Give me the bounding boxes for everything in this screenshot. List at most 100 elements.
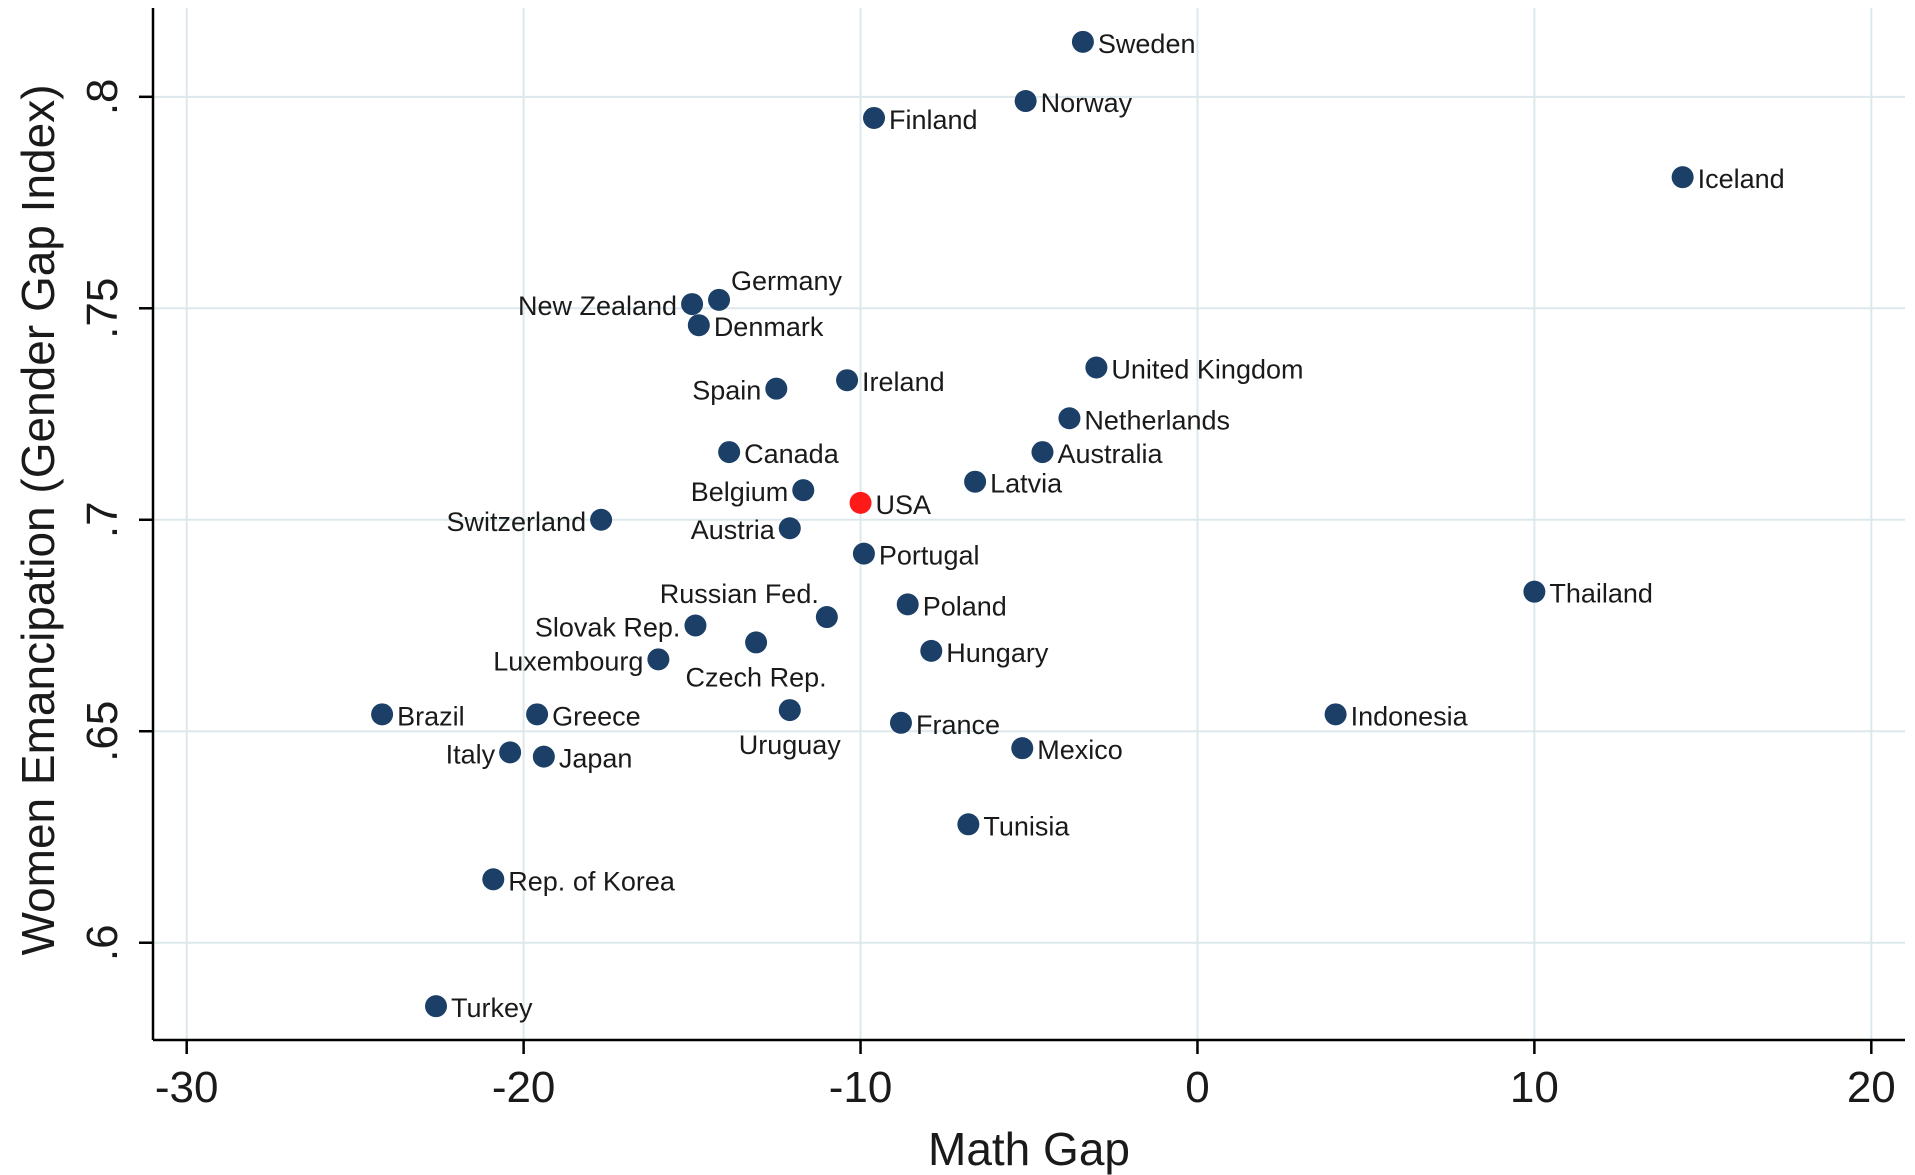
data-point: Turkey bbox=[425, 993, 533, 1023]
data-point: Thailand bbox=[1523, 579, 1653, 609]
point-marker bbox=[687, 314, 710, 337]
point-marker bbox=[425, 995, 448, 1018]
point-marker bbox=[815, 606, 838, 629]
data-point: Australia bbox=[1031, 439, 1164, 469]
point-marker bbox=[896, 593, 919, 616]
point-marker bbox=[647, 648, 670, 671]
point-marker bbox=[532, 745, 555, 768]
point-label: Poland bbox=[923, 591, 1007, 621]
data-point: Latvia bbox=[964, 469, 1063, 499]
point-marker bbox=[745, 631, 768, 654]
point-label: Luxembourg bbox=[493, 646, 643, 676]
point-label: Greece bbox=[552, 701, 641, 731]
point-marker bbox=[482, 868, 505, 891]
y-tick-label: .75 bbox=[78, 278, 127, 339]
data-point: New Zealand bbox=[518, 291, 704, 321]
point-label: Japan bbox=[559, 744, 633, 774]
data-point: Belgium bbox=[691, 477, 815, 507]
point-marker bbox=[1523, 580, 1546, 603]
point-marker bbox=[1031, 441, 1054, 464]
data-point: Sweden bbox=[1071, 29, 1196, 59]
point-marker bbox=[681, 293, 704, 316]
point-marker bbox=[708, 288, 731, 311]
point-marker bbox=[964, 470, 987, 493]
point-label: Germany bbox=[731, 266, 843, 296]
data-point: Rep. of Korea bbox=[482, 866, 676, 896]
point-layer: Sweden Norway Finland Iceland Germany New Zea… bbox=[371, 29, 1785, 1023]
data-point: Canada bbox=[718, 439, 840, 469]
point-marker bbox=[852, 542, 875, 565]
point-label: Slovak Rep. bbox=[535, 613, 681, 643]
point-label: Uruguay bbox=[739, 730, 842, 760]
point-label: Denmark bbox=[714, 312, 824, 342]
y-tick-label: .6 bbox=[78, 924, 127, 961]
data-point: Luxembourg bbox=[493, 646, 670, 676]
data-point: Greece bbox=[526, 701, 641, 731]
point-marker bbox=[684, 614, 707, 637]
point-marker bbox=[499, 741, 522, 764]
point-label: Russian Fed. bbox=[660, 579, 819, 609]
data-point: Brazil bbox=[371, 701, 465, 731]
point-marker bbox=[889, 711, 912, 734]
point-label: Switzerland bbox=[447, 507, 587, 537]
point-marker bbox=[778, 699, 801, 722]
y-tick-label: .65 bbox=[78, 701, 127, 762]
y-axis-title: Women Emancipation (Gender Gap Index) bbox=[12, 84, 64, 955]
point-label: Spain bbox=[692, 376, 761, 406]
point-label: Latvia bbox=[990, 469, 1063, 499]
point-marker bbox=[1014, 90, 1037, 113]
highlight-marker bbox=[849, 491, 872, 514]
point-label: Sweden bbox=[1098, 29, 1196, 59]
data-point: Slovak Rep. bbox=[535, 613, 707, 643]
point-label: Rep. of Korea bbox=[508, 866, 676, 896]
y-tick-label: .7 bbox=[78, 501, 127, 538]
data-point: Portugal bbox=[852, 541, 980, 571]
point-marker bbox=[957, 813, 980, 836]
x-tick-label: 10 bbox=[1510, 1063, 1559, 1112]
point-label: Brazil bbox=[397, 701, 465, 731]
y-tick-label: .8 bbox=[78, 78, 127, 115]
point-marker bbox=[1324, 703, 1347, 726]
point-marker bbox=[1011, 737, 1034, 760]
point-label: Iceland bbox=[1698, 164, 1785, 194]
point-label: Austria bbox=[691, 515, 776, 545]
point-label: USA bbox=[876, 490, 932, 520]
data-point: Poland bbox=[896, 591, 1007, 621]
point-marker bbox=[792, 479, 815, 502]
data-point: Switzerland bbox=[447, 507, 613, 537]
point-marker bbox=[1058, 407, 1081, 430]
data-point: United Kingdom bbox=[1085, 355, 1304, 385]
point-marker bbox=[765, 377, 788, 400]
data-point: Austria bbox=[691, 515, 801, 545]
point-marker bbox=[1085, 356, 1108, 379]
data-point: France bbox=[889, 710, 1000, 740]
point-marker bbox=[590, 508, 613, 531]
point-marker bbox=[1671, 166, 1694, 189]
data-point: Iceland bbox=[1671, 164, 1785, 194]
data-point: Indonesia bbox=[1324, 701, 1469, 731]
data-point: Tunisia bbox=[957, 811, 1070, 841]
data-point: USA bbox=[849, 490, 932, 520]
point-label: Czech Rep. bbox=[686, 662, 827, 692]
data-point: Ireland bbox=[836, 367, 945, 397]
point-marker bbox=[920, 639, 943, 662]
data-point: Hungary bbox=[920, 638, 1049, 668]
point-marker bbox=[863, 106, 886, 129]
point-label: New Zealand bbox=[518, 291, 677, 321]
point-label: Finland bbox=[889, 105, 978, 135]
point-label: Italy bbox=[446, 739, 496, 769]
point-label: Portugal bbox=[879, 541, 980, 571]
data-point: Japan bbox=[532, 744, 633, 774]
point-marker bbox=[836, 369, 859, 392]
x-tick-label: 0 bbox=[1185, 1063, 1209, 1112]
tick-layer: -30 -20 -10 0 10 20 .6 .65 .7 .75 .8 bbox=[78, 78, 1896, 1112]
data-point: Czech Rep. bbox=[686, 631, 827, 692]
point-label: Netherlands bbox=[1084, 405, 1230, 435]
data-point: Finland bbox=[863, 105, 978, 135]
point-label: Indonesia bbox=[1351, 701, 1469, 731]
data-point: Russian Fed. bbox=[660, 579, 838, 629]
point-label: Norway bbox=[1041, 88, 1133, 118]
point-label: Mexico bbox=[1037, 735, 1123, 765]
